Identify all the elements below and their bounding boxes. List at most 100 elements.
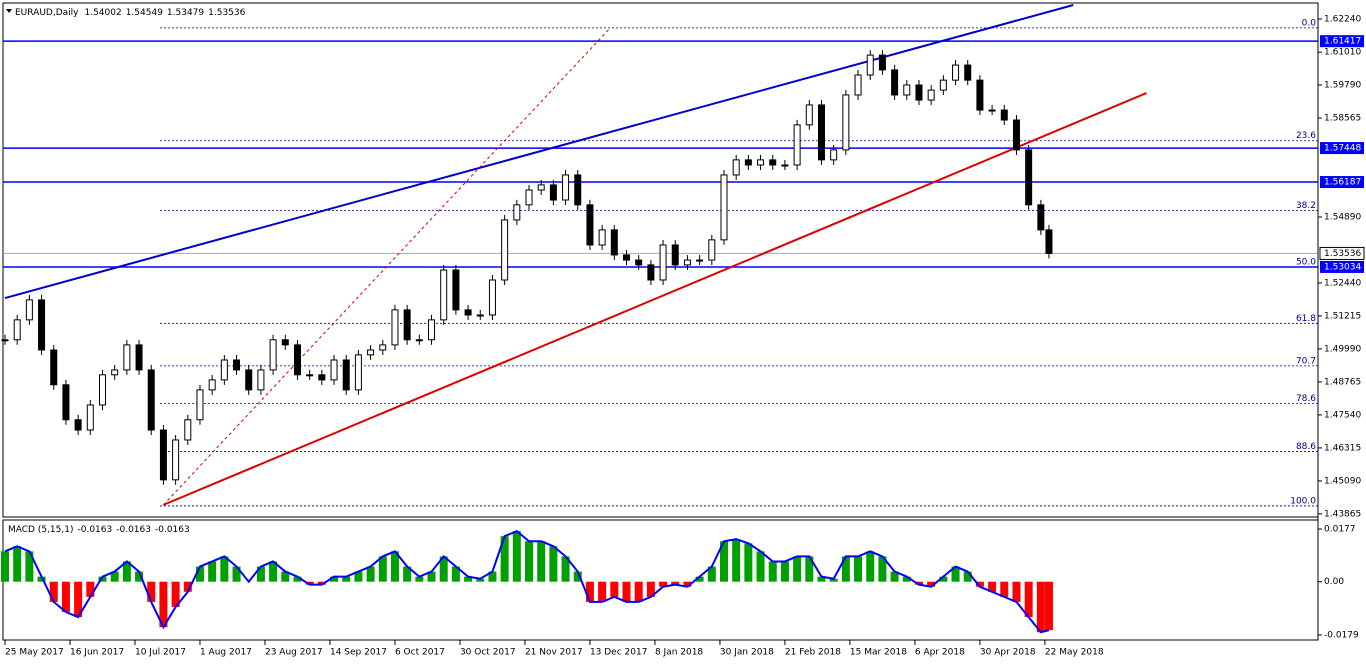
candle xyxy=(537,184,545,191)
menu-arrow[interactable] xyxy=(6,9,12,13)
macd-bar xyxy=(305,581,314,585)
candle xyxy=(354,354,362,391)
y-tick-label: 1.61010 xyxy=(1324,48,1361,58)
macd-bar xyxy=(817,576,826,582)
candle xyxy=(464,309,472,316)
x-tick-label: 22 May 2018 xyxy=(1045,648,1104,658)
candle xyxy=(159,429,167,481)
x-tick-label: 30 Apr 2018 xyxy=(980,648,1036,658)
macd-readout: -0.0163 xyxy=(155,525,190,535)
y-tick-label: 1.43865 xyxy=(1324,509,1361,519)
candle xyxy=(635,259,643,266)
candle xyxy=(488,279,496,316)
candle xyxy=(501,219,509,281)
price-label: 1.53536 xyxy=(1324,249,1361,259)
macd-bar xyxy=(1036,581,1045,633)
ohlc-value: 1.53536 xyxy=(208,8,245,18)
macd-bar xyxy=(378,556,387,582)
y-tick-label: 1.54890 xyxy=(1324,212,1361,222)
macd-bar xyxy=(135,571,144,582)
candle xyxy=(172,439,180,481)
macd-bar xyxy=(1,551,9,582)
axis-bg xyxy=(1319,0,1366,665)
level-label: 1.56187 xyxy=(1324,178,1361,188)
candle xyxy=(513,204,521,221)
macd-bar xyxy=(646,581,655,597)
macd-bar xyxy=(1000,581,1009,597)
macd-bar xyxy=(719,541,728,582)
candle xyxy=(854,74,862,96)
fibo-label: 88.6 xyxy=(1296,442,1316,452)
candle xyxy=(1000,109,1008,121)
y-tick-label: 1.48765 xyxy=(1324,377,1361,387)
candle xyxy=(1045,229,1053,254)
candle xyxy=(1,339,9,342)
macd-bar xyxy=(793,556,802,582)
candle xyxy=(720,174,728,241)
level-label: 1.61417 xyxy=(1324,37,1361,47)
candle xyxy=(903,84,911,96)
macd-bar xyxy=(86,581,95,597)
y-tick-label: 1.62240 xyxy=(1324,15,1361,25)
candle xyxy=(415,339,423,342)
macd-bar xyxy=(403,566,412,582)
macd-bar xyxy=(427,571,436,582)
candle xyxy=(1012,119,1020,151)
candle xyxy=(476,314,484,317)
macd-title: MACD (5,15,1) -0.0163 -0.0163 -0.0163 xyxy=(8,525,190,535)
macd-bar xyxy=(549,546,558,582)
candle xyxy=(50,349,58,386)
candle xyxy=(696,259,704,262)
macd-y-tick-label: 0.0177 xyxy=(1324,525,1356,535)
macd-bar xyxy=(317,581,326,585)
candle xyxy=(939,79,947,91)
x-tick-label: 6 Oct 2017 xyxy=(395,648,445,658)
candle xyxy=(13,319,21,341)
macd-bar xyxy=(256,566,265,582)
macd-bar xyxy=(634,581,643,602)
macd-bar xyxy=(854,556,863,582)
candle xyxy=(805,104,813,126)
candle xyxy=(74,419,82,431)
candle xyxy=(245,369,253,391)
x-tick-label: 13 Dec 2017 xyxy=(590,648,648,658)
fibo-label: 70.7 xyxy=(1296,356,1316,366)
candle xyxy=(757,159,765,166)
macd-bar xyxy=(220,556,229,582)
macd-y-tick-label: -0.0179 xyxy=(1324,630,1359,640)
x-tick-label: 21 Nov 2017 xyxy=(525,648,583,658)
candle xyxy=(525,189,533,206)
macd-bar xyxy=(476,578,485,582)
candle xyxy=(293,344,301,376)
candle xyxy=(927,89,935,101)
candle xyxy=(147,369,155,431)
candle xyxy=(842,94,850,151)
macd-bar xyxy=(281,571,290,582)
macd-bar xyxy=(171,581,180,607)
candle xyxy=(952,64,960,81)
y-tick-label: 1.46315 xyxy=(1324,443,1361,453)
candle xyxy=(671,244,679,266)
price-tag xyxy=(1319,246,1365,260)
macd-readout: -0.0163 xyxy=(116,525,151,535)
x-tick-label: 1 Aug 2017 xyxy=(200,648,252,658)
macd-bar xyxy=(1012,581,1021,602)
macd-bar xyxy=(683,581,692,587)
x-tick-label: 30 Oct 2017 xyxy=(460,648,516,658)
candle xyxy=(306,374,314,377)
fibo-label: 78.6 xyxy=(1296,394,1316,404)
macd-bar xyxy=(232,566,241,582)
candle xyxy=(318,374,326,381)
macd-bar xyxy=(525,541,534,582)
macd-bar xyxy=(610,581,619,597)
x-tick-label: 30 Jan 2018 xyxy=(720,648,774,658)
candle xyxy=(610,229,618,256)
fibo-label: 0.0 xyxy=(1302,18,1317,28)
candle xyxy=(866,54,874,76)
candle xyxy=(744,159,752,166)
macd-bar xyxy=(902,576,911,582)
macd-bar xyxy=(390,551,399,582)
candle xyxy=(342,359,350,391)
candle xyxy=(111,369,119,376)
